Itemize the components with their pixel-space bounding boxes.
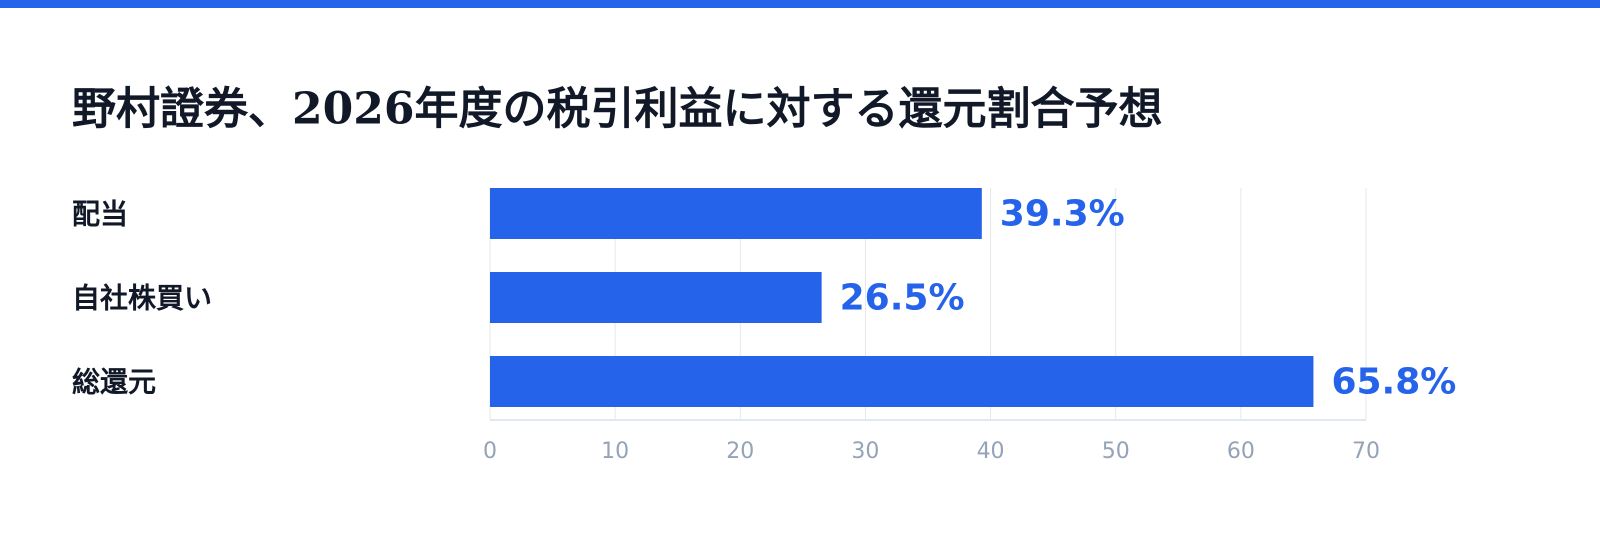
value-label: 26.5%	[840, 278, 965, 319]
x-tick-label: 0	[483, 439, 497, 464]
x-tick-label: 30	[851, 439, 879, 464]
y-tick-label: 配当	[72, 198, 128, 231]
x-tick-label: 20	[726, 439, 754, 464]
y-tick-label: 自社株買い	[72, 282, 212, 315]
x-tick-label: 50	[1102, 439, 1130, 464]
y-tick-label: 総還元	[72, 366, 156, 399]
x-tick-label: 70	[1352, 439, 1380, 464]
x-tick-label: 40	[977, 439, 1005, 464]
value-label: 39.3%	[1000, 194, 1125, 235]
x-tick-label: 10	[601, 439, 629, 464]
chart-title: 野村證券、2026年度の税引利益に対する還元割合予想	[72, 84, 1162, 135]
top-accent	[0, 0, 1600, 8]
bar	[490, 188, 982, 239]
x-tick-label: 60	[1227, 439, 1255, 464]
bar	[490, 272, 822, 323]
value-label: 65.8%	[1331, 362, 1456, 403]
bar	[490, 356, 1314, 407]
